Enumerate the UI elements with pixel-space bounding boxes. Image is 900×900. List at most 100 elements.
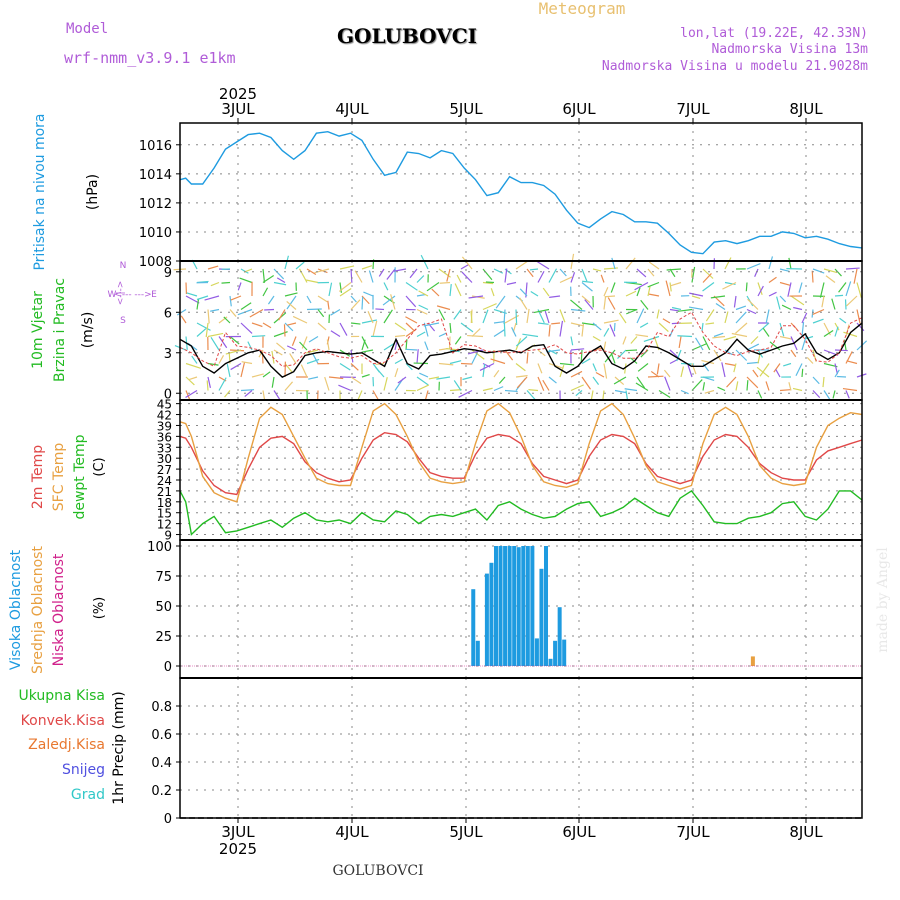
wind-arrow — [482, 268, 493, 281]
wind-arrow — [658, 389, 671, 398]
wind-arrow — [757, 390, 763, 399]
wind-arrow — [856, 322, 865, 332]
wind-arrow — [705, 322, 715, 325]
wind-arrow — [630, 357, 638, 364]
wind-arrow — [361, 339, 366, 351]
wind-arrow — [239, 277, 253, 284]
wind-arrow — [185, 295, 200, 304]
wind-arrow — [418, 290, 429, 297]
wind-arrow — [592, 376, 600, 385]
wind-arrow — [207, 309, 210, 324]
wind-arrow — [603, 267, 618, 270]
wind-arrow — [456, 274, 462, 283]
wind-arrow — [383, 377, 388, 391]
wind-arrow — [636, 287, 641, 297]
pressure-ylabel-main: Pritisak na nivou mora — [32, 113, 48, 270]
wind-arrow — [506, 281, 517, 286]
temperature-ytick-label: 30 — [157, 452, 172, 466]
wind-arrow — [374, 366, 385, 378]
wind-arrow — [416, 308, 428, 315]
wind-arrow — [453, 309, 462, 320]
wind-arrow — [691, 379, 703, 391]
model-label: Model — [66, 21, 108, 37]
wind-dir-axis: <-|-> — [116, 281, 126, 306]
wind-arrow — [611, 257, 616, 270]
clouds-panel: 0 25 50 75 100 — [147, 539, 863, 679]
wind-ylabel-line1: 10m Vjetar — [30, 291, 46, 369]
wind-arrow — [229, 349, 245, 352]
wind-series-gust — [179, 311, 863, 367]
wind-arrow — [528, 389, 539, 392]
wind-arrow — [769, 341, 781, 351]
wind-arrow — [603, 341, 607, 351]
wind-arrow — [418, 304, 429, 311]
wind-arrow — [823, 268, 838, 274]
wind-arrow — [361, 265, 373, 270]
wind-arrow — [295, 261, 305, 270]
wind-arrow — [790, 349, 797, 358]
wind-arrow — [680, 366, 685, 378]
wind-arrow — [326, 339, 330, 351]
wind-arrow — [460, 322, 474, 333]
wind-arrow — [768, 256, 774, 270]
wind-arrow — [702, 282, 715, 292]
wind-arrow — [717, 386, 726, 392]
wind-arrow — [339, 322, 348, 336]
wind-arrow — [339, 362, 351, 371]
wind-arrow — [664, 376, 671, 391]
clouds-bar — [489, 562, 494, 666]
wind-arrow — [284, 381, 294, 391]
wind-arrow — [581, 323, 584, 337]
clouds-bar — [484, 573, 489, 666]
wind-arrow — [582, 280, 594, 284]
pressure-ytick-label: 1010 — [139, 226, 172, 241]
wind-arrow — [726, 376, 737, 388]
wind-arrow — [702, 268, 714, 279]
wind-arrow — [533, 308, 550, 314]
wind-arrow — [581, 282, 593, 292]
wind-arrow — [328, 282, 333, 297]
wind-arrow — [218, 336, 228, 349]
wind-ytick-label: 3 — [164, 347, 172, 362]
wind-arrow — [394, 358, 403, 365]
top-day-label: 4JUL — [335, 100, 369, 118]
wind-arrow — [731, 332, 748, 338]
wind-arrow — [317, 295, 328, 303]
wind-arrow — [747, 298, 759, 310]
wind-arrow — [834, 322, 840, 331]
wind-arrow — [386, 268, 396, 280]
wind-arrow — [610, 282, 616, 293]
wind-arrow — [656, 363, 660, 375]
wind-arrow — [592, 322, 602, 331]
wind-arrow — [856, 282, 862, 298]
footer-title: GOLUBOVCI — [332, 863, 423, 879]
temp-ylabel-unit: (C) — [92, 457, 107, 476]
temperature-ytick-label: 15 — [157, 507, 172, 521]
wind-dir-west: W — [108, 290, 117, 300]
top-year-label: 2025 — [219, 85, 257, 103]
wind-arrow — [592, 363, 597, 372]
wind-arrow — [416, 384, 430, 392]
wind-arrow — [394, 368, 399, 378]
wind-arrow — [284, 255, 289, 270]
wind-arrow — [806, 356, 814, 364]
temperature-ytick-label: 36 — [157, 430, 172, 444]
wind-arrow — [460, 362, 473, 365]
wind-arrow — [821, 295, 825, 308]
wind-arrow — [624, 388, 638, 392]
wind-arrow — [713, 332, 724, 338]
wind-arrow — [416, 275, 425, 283]
wind-arrow — [779, 268, 790, 272]
pressure-ytick-label: 1016 — [139, 139, 172, 154]
wind-arrow — [339, 265, 355, 270]
precip-legend-item: Grad — [71, 787, 105, 803]
wind-arrow — [757, 285, 764, 297]
wind-arrow — [625, 257, 636, 270]
wind-arrow — [613, 322, 616, 332]
wind-arrow — [570, 336, 574, 346]
wind-arrow — [733, 295, 737, 308]
wind-arrow — [537, 376, 545, 391]
wind-arrow — [680, 389, 689, 395]
wind-arrow — [575, 390, 583, 397]
pressure-ylabel: Pritisak na nivou mora (hPa) — [32, 113, 101, 270]
